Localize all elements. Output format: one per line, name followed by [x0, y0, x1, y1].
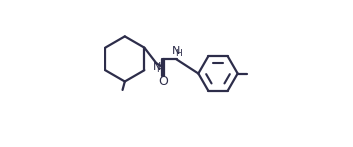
Text: H: H [175, 49, 182, 58]
Text: H: H [156, 65, 163, 74]
Text: N: N [153, 62, 161, 72]
Text: N: N [172, 46, 180, 56]
Text: O: O [158, 75, 168, 88]
